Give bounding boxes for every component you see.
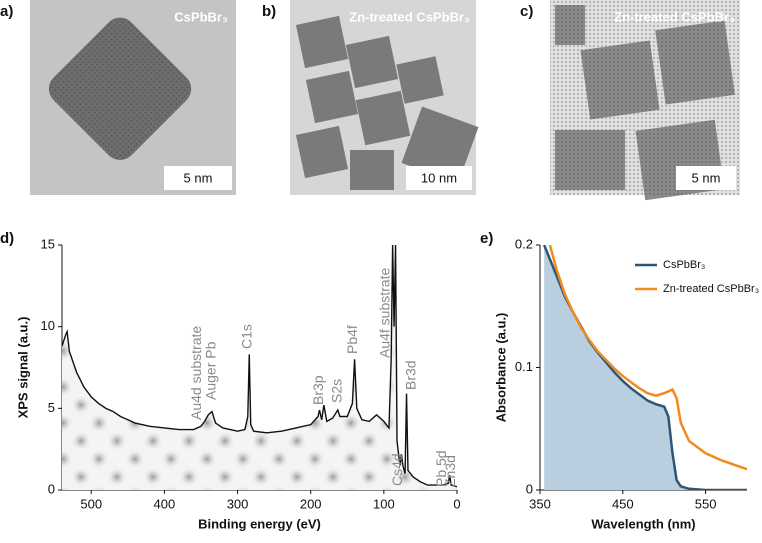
- panel-label: d): [0, 230, 14, 247]
- scale-bar-box: [676, 166, 736, 190]
- y-tick-label: 10: [41, 318, 55, 333]
- y-tick-label: 0: [48, 481, 55, 496]
- x-tick-label: 0: [453, 496, 460, 511]
- legend-label: Zn-treated CsPbBr₃: [663, 283, 759, 295]
- caption: Zn-treated CsPbBr₃: [349, 9, 470, 24]
- annotation: S2s: [328, 379, 344, 403]
- line: [62, 245, 457, 488]
- scale-bar-box: [406, 166, 472, 190]
- y-tick-label: 5: [48, 400, 55, 415]
- annotation: C1s: [238, 324, 254, 349]
- y-axis-label: XPS signal (a.u.): [15, 317, 30, 419]
- panel-label: a): [0, 3, 13, 20]
- panel-a: a) CsPbBr₃ 5 nm: [0, 0, 236, 195]
- caption: Zn-treated CsPbBr₃: [614, 9, 735, 24]
- y-tick-label: 0.1: [515, 359, 533, 374]
- y-axis-label: Absorbance (a.u.): [493, 313, 508, 423]
- y-tick-label: 0: [526, 481, 533, 496]
- x-axis-label: Binding energy (eV): [198, 516, 321, 531]
- x-axis-label: Wavelength (nm): [591, 516, 695, 531]
- caption: CsPbBr₃: [174, 9, 228, 24]
- panel-b: b) Zn-treated CsPbBr₃ 10 nm: [262, 0, 479, 195]
- scale-bar-label: 10 nm: [421, 170, 457, 185]
- annotation: Cs4d: [389, 453, 405, 486]
- x-tick-label: 450: [612, 496, 634, 511]
- legend-label: CsPbBr₃: [663, 259, 705, 271]
- y-tick-label: 15: [41, 236, 55, 251]
- x-tick-label: 400: [154, 496, 176, 511]
- annotation: Br3p: [310, 375, 326, 405]
- annotation: Pb4f: [344, 325, 360, 354]
- x-tick-label: 550: [695, 496, 717, 511]
- annotation: Au4d substrate: [188, 326, 204, 420]
- plot-area: [62, 245, 457, 490]
- area: [544, 245, 747, 490]
- annotation: Zn3d: [442, 455, 458, 487]
- x-tick-label: 500: [80, 496, 102, 511]
- panel-label: c): [520, 3, 533, 20]
- x-tick-label: 200: [300, 496, 322, 511]
- x-tick-label: 350: [529, 496, 551, 511]
- y-tick-label: 0.2: [515, 236, 533, 251]
- scale-bar-label: 5 nm: [692, 170, 721, 185]
- annotation: Au4f substrate: [377, 268, 393, 358]
- scale-bar-label: 5 nm: [184, 170, 213, 185]
- panel-label: b): [262, 3, 276, 20]
- line: [548, 245, 747, 471]
- lattice: [48, 17, 192, 160]
- annotation: Br3d: [402, 360, 418, 390]
- annotation: Pb 5d: [433, 450, 449, 487]
- area: [62, 245, 457, 490]
- scale-bar-box: [164, 166, 232, 190]
- annotation: Auger Pb: [203, 341, 219, 400]
- x-tick-label: 100: [373, 496, 395, 511]
- panel-label: e): [480, 230, 493, 247]
- panel-c: c) Zn-treated CsPbBr₃ 5 nm: [520, 0, 740, 201]
- plot-area: [542, 245, 747, 490]
- x-tick-label: 300: [227, 496, 249, 511]
